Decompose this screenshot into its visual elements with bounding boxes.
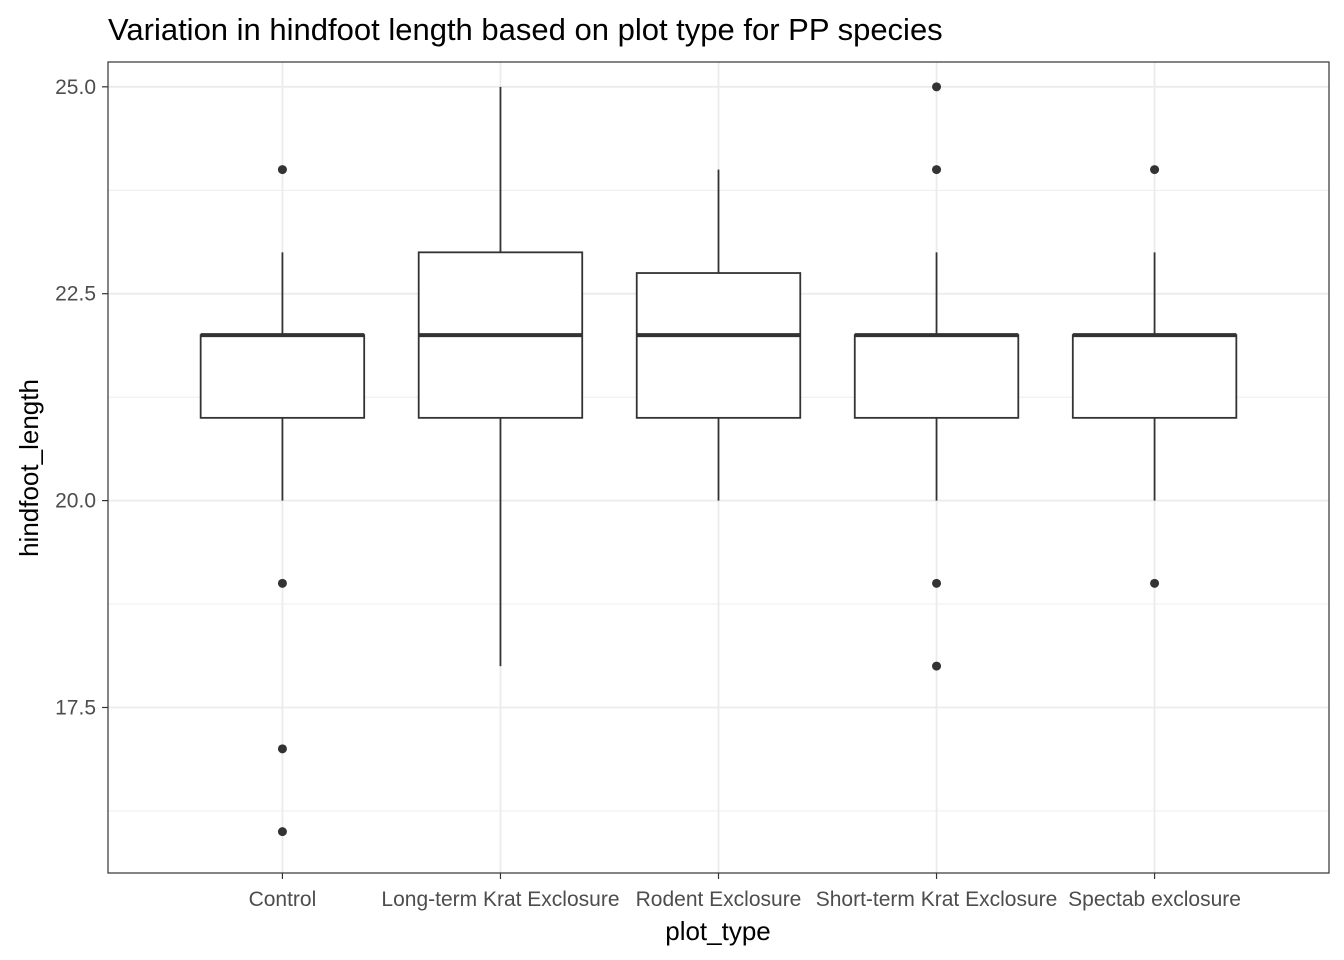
y-tick-label: 17.5 — [55, 696, 96, 719]
outlier-point — [932, 165, 942, 175]
y-axis-title: hindfoot_length — [14, 379, 44, 557]
outlier-point — [932, 578, 942, 588]
outlier-point — [1150, 165, 1160, 175]
outlier-point — [277, 827, 287, 837]
box-spectab-exclosure — [1071, 165, 1238, 588]
x-axis: Control Long-term Krat Exclosure Rodent Ex… — [249, 873, 1241, 911]
y-tick-label: 22.5 — [55, 283, 96, 306]
outlier-point — [1150, 578, 1160, 588]
box-iqr — [199, 334, 366, 419]
y-tick-label: 20.0 — [55, 490, 96, 513]
x-tick-label: Control — [249, 888, 317, 911]
box-iqr — [1071, 334, 1238, 419]
box-layer — [199, 82, 1238, 837]
box-control — [199, 165, 366, 837]
box-long-term-krat-exclosure — [417, 86, 584, 667]
outlier-point — [932, 82, 942, 92]
box-iqr — [853, 334, 1020, 419]
x-tick-label: Rodent Exclosure — [636, 888, 802, 911]
x-axis-title: plot_type — [665, 916, 771, 946]
outlier-point — [277, 578, 287, 588]
outlier-point — [277, 165, 287, 175]
y-tick-label: 25.0 — [55, 76, 96, 99]
y-axis: 17.5 20.0 22.5 25.0 — [55, 76, 108, 719]
x-tick-label: Short-term Krat Exclosure — [816, 888, 1058, 911]
outlier-point — [932, 661, 942, 671]
box-short-term-krat-exclosure — [853, 82, 1020, 671]
x-tick-label: Long-term Krat Exclosure — [381, 888, 619, 911]
outlier-point — [277, 744, 287, 754]
x-tick-label: Spectab exclosure — [1068, 888, 1241, 911]
chart-title: Variation in hindfoot length based on pl… — [108, 12, 943, 47]
box-rodent-exclosure — [635, 169, 802, 501]
box-iqr — [635, 272, 802, 419]
